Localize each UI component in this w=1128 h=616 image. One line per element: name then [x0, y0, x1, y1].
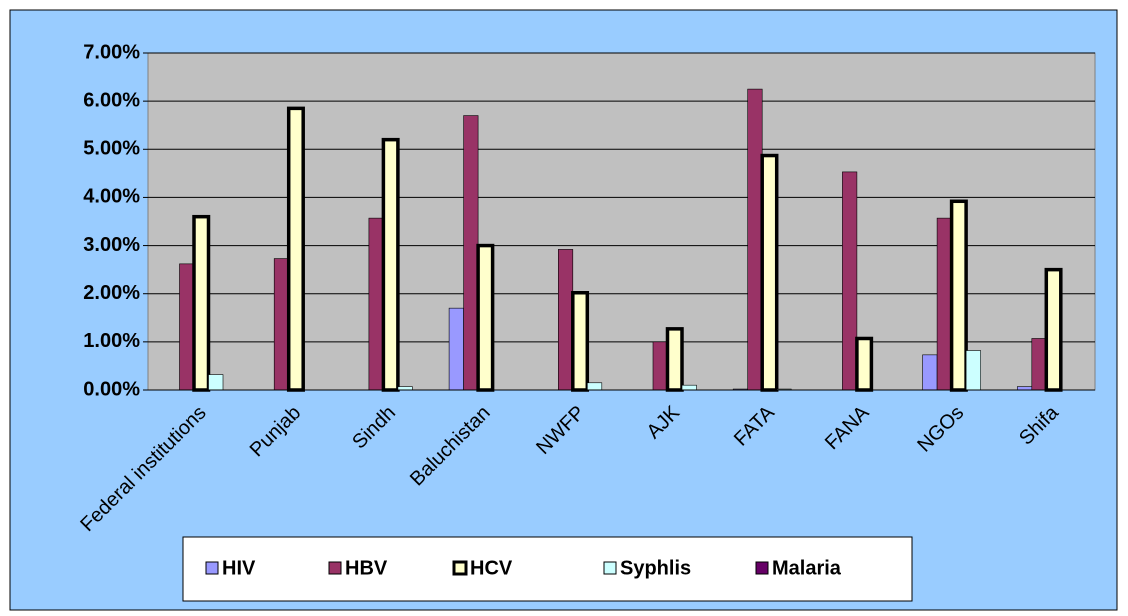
legend-swatch: [328, 561, 342, 575]
bar: [192, 214, 211, 392]
legend-box: [182, 536, 913, 602]
y-tick-label: 5.00%: [83, 138, 140, 160]
bar: [448, 307, 464, 391]
y-tick-label: 7.00%: [83, 41, 140, 63]
bar: [397, 386, 413, 391]
bar: [557, 249, 574, 391]
legend-label: Malaria: [772, 557, 842, 579]
bar: [571, 291, 590, 392]
legend-swatch: [452, 560, 468, 576]
legend-swatch: [603, 561, 617, 575]
y-tick-label: 6.00%: [83, 89, 140, 111]
bar: [381, 137, 400, 392]
bar: [665, 327, 684, 392]
legend-label: Syphlis: [620, 557, 691, 579]
bar: [286, 106, 305, 392]
y-tick-label: 3.00%: [83, 234, 140, 256]
y-tick-label: 0.00%: [83, 378, 140, 400]
bar: [747, 88, 763, 391]
legend-label: HIV: [222, 557, 256, 579]
y-tick-label: 4.00%: [83, 186, 140, 208]
bar: [586, 382, 603, 391]
legend-swatch: [205, 561, 219, 575]
bar: [949, 199, 968, 392]
legend-label: HBV: [345, 557, 388, 579]
bar: [855, 336, 874, 392]
bar: [1044, 267, 1063, 392]
bar: [179, 263, 195, 391]
bar: [652, 341, 668, 391]
bar: [922, 354, 938, 391]
bar: [273, 258, 290, 391]
bar: [760, 153, 779, 392]
bar: [936, 217, 952, 391]
bar: [1031, 338, 1047, 391]
bar: [368, 217, 384, 391]
y-tick-label: 2.00%: [83, 282, 140, 304]
bar: [681, 384, 697, 391]
y-tick-label: 1.00%: [83, 330, 140, 352]
legend-swatch: [755, 561, 769, 575]
bar: [965, 350, 981, 391]
bar: [842, 171, 858, 391]
bar: [1016, 386, 1033, 391]
bar: [476, 243, 495, 392]
bar: [208, 374, 224, 391]
bar: [463, 115, 479, 391]
legend-label: HCV: [470, 557, 513, 579]
